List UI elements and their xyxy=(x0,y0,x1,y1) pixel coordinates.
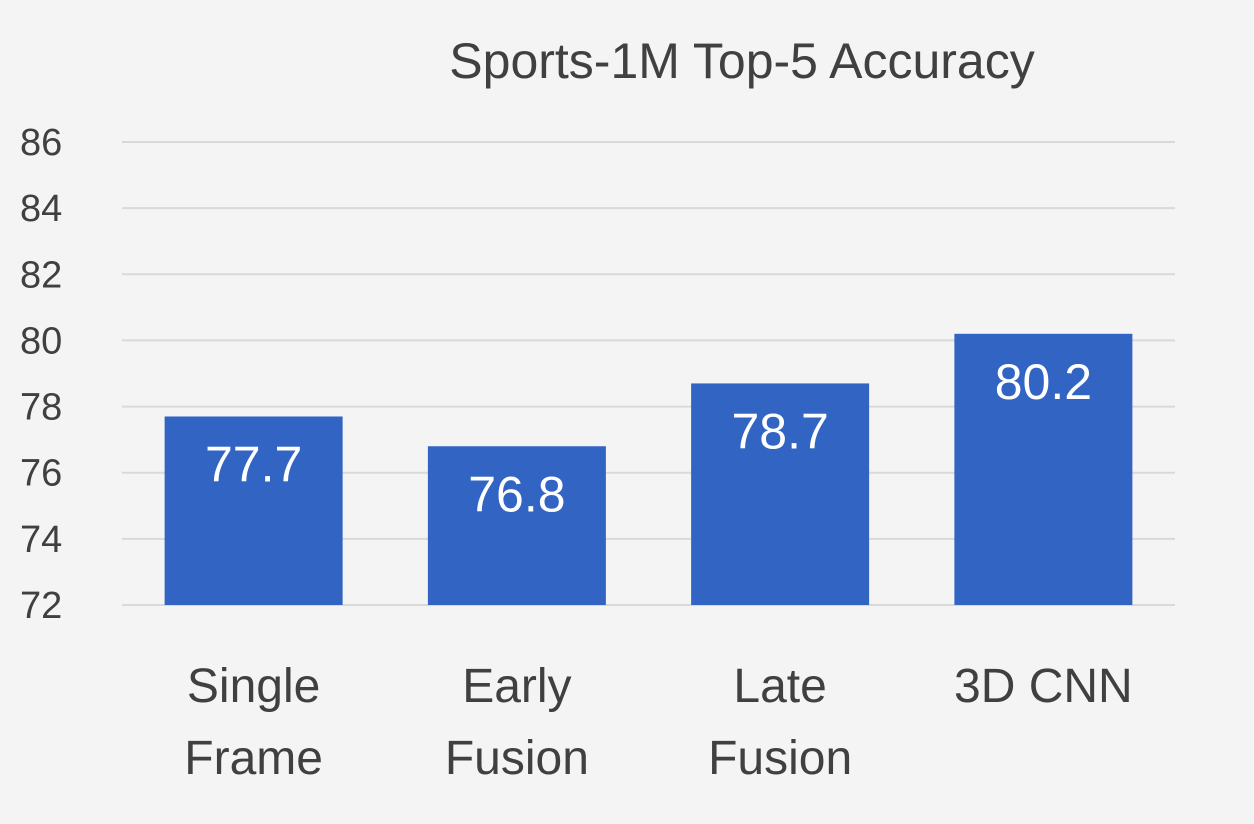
x-axis-ticks: Single Frame Early Fusion Late Fusion 3D CNN xyxy=(184,660,1132,785)
x-tick-label: Frame xyxy=(184,732,323,785)
x-tick-label: Single xyxy=(187,660,320,713)
x-tick-label: Fusion xyxy=(708,732,852,785)
x-tick-label: Late xyxy=(733,660,826,713)
bar xyxy=(691,383,870,605)
y-tick-label: 80 xyxy=(20,320,62,362)
bar-value-label: 77.7 xyxy=(205,436,302,492)
y-tick-label: 72 xyxy=(20,585,62,627)
y-tick-label: 78 xyxy=(20,387,62,429)
y-tick-label: 74 xyxy=(20,519,62,561)
bar-value-label: 80.2 xyxy=(995,354,1092,410)
y-tick-label: 76 xyxy=(20,453,62,495)
y-tick-label: 86 xyxy=(20,122,62,164)
bar-value-label: 78.7 xyxy=(731,403,828,459)
x-tick-label: 3D CNN xyxy=(954,660,1133,713)
y-tick-label: 82 xyxy=(20,254,62,296)
y-axis-ticks: 72 74 76 78 80 82 84 86 xyxy=(20,122,62,627)
chart-title: Sports-1M Top-5 Accuracy xyxy=(449,33,1034,89)
bars: 77.7 76.8 78.7 80.2 xyxy=(164,333,1133,605)
bar xyxy=(427,446,606,605)
bar-value-label: 76.8 xyxy=(468,466,565,522)
y-tick-label: 84 xyxy=(20,188,62,230)
bar xyxy=(164,416,343,605)
bar xyxy=(954,333,1133,605)
x-tick-label: Early xyxy=(462,660,571,713)
x-tick-label: Fusion xyxy=(445,732,589,785)
